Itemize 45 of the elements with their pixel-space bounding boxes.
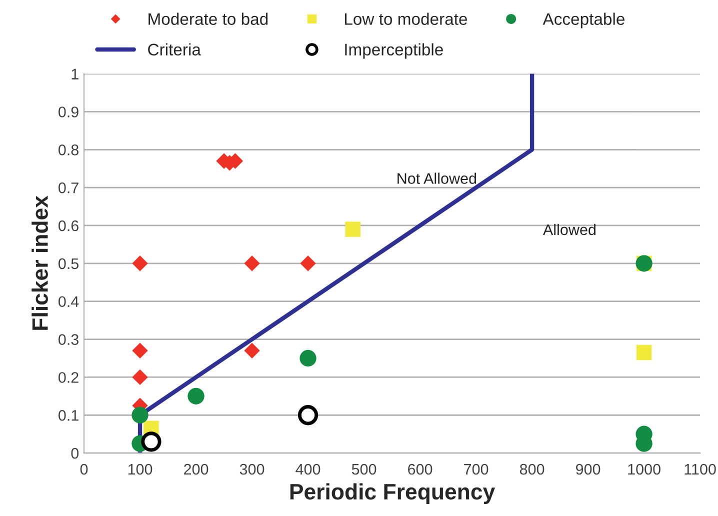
- legend-label: Criteria: [148, 43, 201, 56]
- x-tick-label: 800: [520, 464, 544, 475]
- point: [132, 406, 148, 424]
- legend-label: Acceptable: [542, 12, 624, 28]
- x-tick-label: 700: [464, 464, 488, 475]
- x-tick-label: 500: [352, 464, 376, 475]
- x-tick-label: 200: [184, 464, 208, 475]
- x-tick-label: 100: [128, 464, 152, 475]
- x-tick-label: 300: [240, 464, 264, 475]
- point: [132, 342, 148, 359]
- legend-label: Moderate to bad: [148, 12, 268, 25]
- point: [300, 350, 316, 367]
- y-tick-label: 0.5: [58, 258, 79, 270]
- point: [132, 369, 148, 386]
- y-tick-label: 1: [72, 68, 78, 80]
- annotation: Not Allowed: [398, 172, 476, 184]
- point: [345, 222, 360, 237]
- y-tick-label: 0.7: [58, 182, 78, 194]
- y-tick-label: 0.6: [58, 220, 78, 232]
- x-tick-label: 900: [576, 464, 600, 475]
- point: [188, 388, 204, 404]
- x-tick-label: 0: [80, 464, 88, 475]
- x-tick-label: 400: [296, 464, 320, 475]
- legend-label: Imperceptible: [345, 43, 443, 59]
- point: [132, 256, 148, 272]
- y-tick-label: 0.4: [58, 296, 79, 308]
- point: [300, 256, 316, 272]
- point: [636, 344, 652, 360]
- point: [298, 405, 318, 426]
- y-axis-title: Flicker index: [32, 196, 48, 330]
- y-tick-label: 0.8: [58, 144, 78, 156]
- x-tick-label: 1000: [628, 464, 660, 475]
- x-tick-label: 1100: [684, 464, 716, 475]
- y-tick-label: 0: [71, 448, 79, 459]
- x-tick-label: 600: [408, 464, 432, 475]
- point: [244, 342, 260, 359]
- annotation: Allowed: [542, 224, 596, 236]
- legend-label: Low to moderate: [344, 12, 468, 25]
- y-tick-label: 0.3: [58, 334, 78, 345]
- y-tick-label: 0.9: [58, 106, 78, 118]
- point: [244, 256, 260, 272]
- x-axis-title: Periodic Frequency: [290, 483, 496, 504]
- point: [141, 432, 162, 452]
- y-tick-label: 0.1: [58, 410, 78, 421]
- y-tick-label: 0.2: [58, 372, 78, 383]
